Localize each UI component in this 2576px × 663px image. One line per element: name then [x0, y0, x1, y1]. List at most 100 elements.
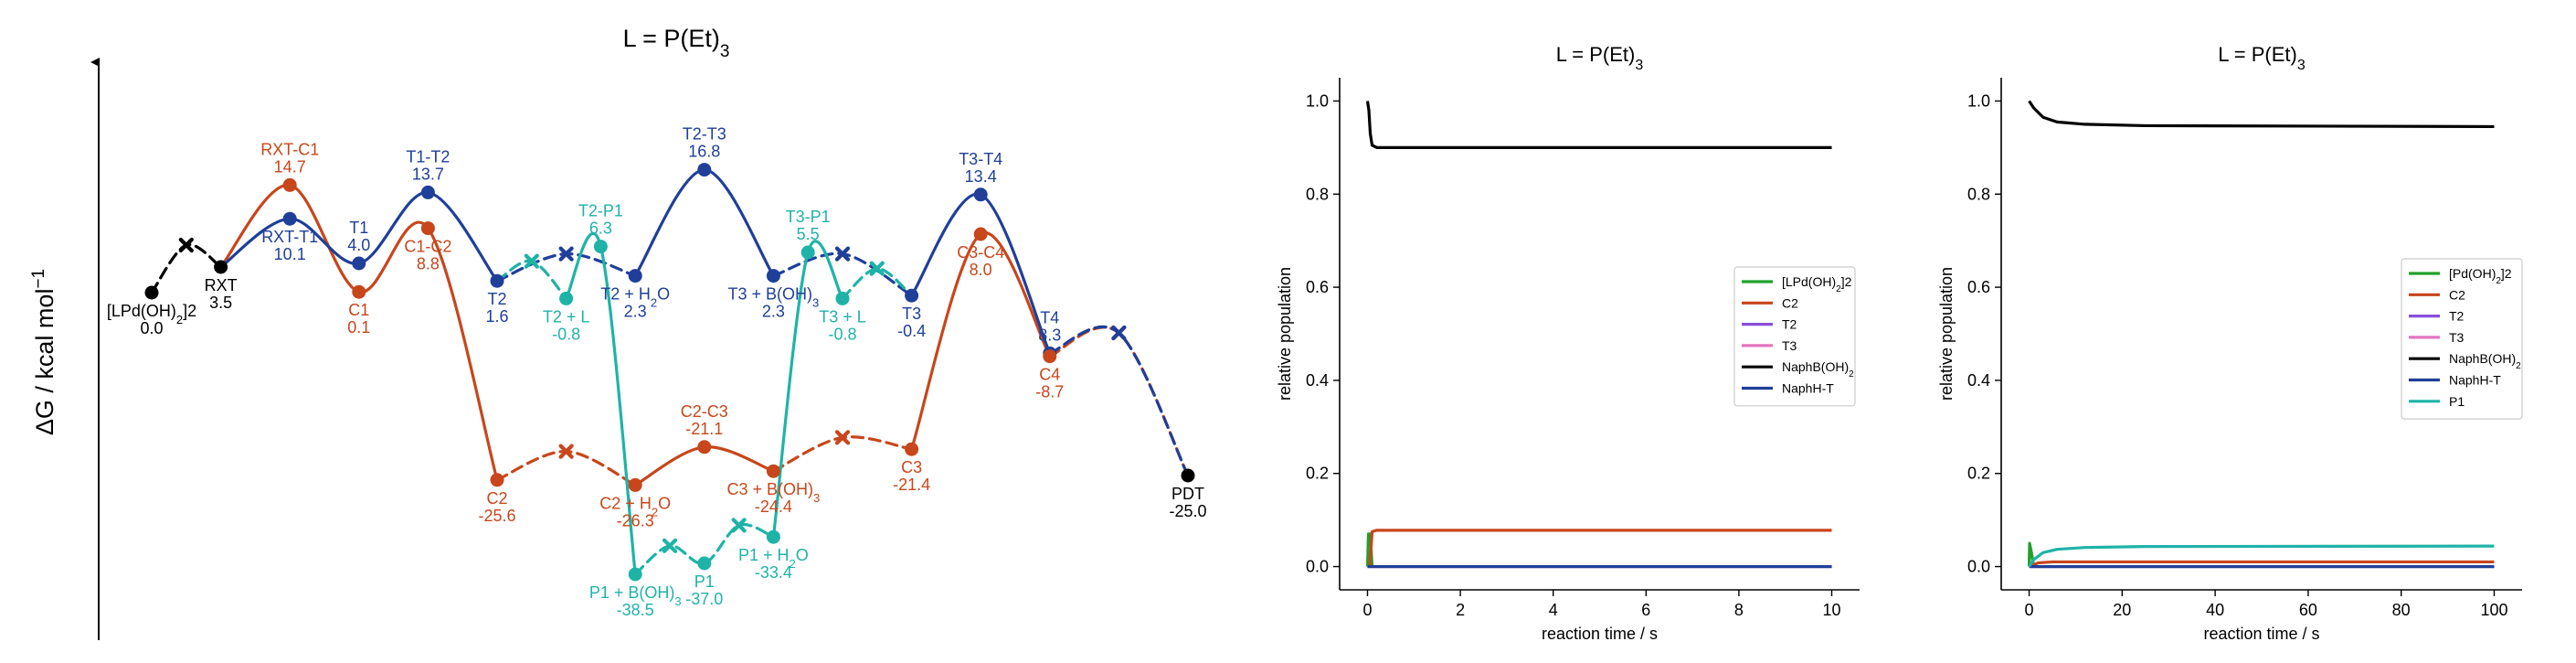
state-value-p1-h2o: -33.4 [755, 563, 792, 582]
state-label-p1-b-oh-3: P1 + B(OH)3 [589, 583, 682, 608]
legend-label-c2: C2 [1782, 295, 1798, 310]
crossing-marker-stroke [558, 246, 574, 262]
state-value-c1: 0.1 [347, 318, 370, 337]
state-point-t2-p1 [593, 240, 608, 254]
state-point-rxt-t1 [282, 211, 297, 226]
state-point-pdt [1181, 468, 1195, 483]
legend-label-naphh-t: NaphH-T [2449, 373, 2501, 388]
state-point-t3-b-oh-3 [766, 269, 780, 283]
state-point-c2-c3 [697, 440, 712, 454]
state-label-p1-h2o: P1 + H2O [738, 546, 809, 571]
state-value-c4: -8.7 [1035, 383, 1064, 401]
y-tick-label: 0.0 [1967, 558, 1990, 576]
energy-profile-chart: L = P(Et)3 ΔG / kcal mol−1 [LPd(OH)2]20.0 R… [29, 25, 1207, 640]
state-label-c3-b-oh-3: C3 + B(OH)3 [727, 480, 821, 505]
state-point-lpd-oh-2-2 [144, 285, 159, 300]
state-value-p1-b-oh-3: -38.5 [617, 601, 654, 619]
state-label-t3-t4: T3-T4 [959, 150, 1002, 168]
state-label-t3-p1: T3-P1 [786, 208, 831, 226]
y-tick-label: 0.6 [1967, 278, 1990, 296]
state-value-rxt: 3.5 [209, 294, 232, 312]
state-label-c1: C1 [348, 301, 369, 319]
series-line-p1 [2028, 544, 2495, 568]
crossing-marker-stroke [558, 444, 574, 459]
legend-label-lpd-oh-2-2: [LPd(OH)2]2 [1782, 274, 1852, 294]
population-chart-100s: L = P(Et)3 0.0 0.2 0.4 0.6 0.8 1.0 0 20 40 60 80 100… [1937, 43, 2523, 643]
legend-label-t3: T3 [1782, 338, 1797, 353]
crossing-marker-black-0-0 [178, 237, 194, 253]
series-line-c2 [2028, 560, 2495, 569]
crossing-marker-teal-15-1 [731, 518, 747, 533]
state-point-rxt [214, 260, 228, 274]
y-tick-label: 0.0 [1306, 558, 1329, 576]
state-label-t1: T1 [349, 219, 368, 237]
y-tick-label: 0.4 [1306, 371, 1329, 390]
crossing-marker-blue-12-0 [1111, 325, 1127, 341]
state-label-c3-c4: C3-C4 [957, 243, 1004, 262]
x-tick-label: 8 [1734, 601, 1744, 619]
x-tick-label: 0 [2025, 601, 2034, 619]
profile-path-orange-2 [495, 449, 637, 487]
crossing-marker-blue-8-0 [558, 246, 574, 262]
crossing-marker-stroke [869, 261, 885, 276]
series-line-naphb-oh-2 [2028, 100, 2495, 129]
state-point-c3 [905, 442, 919, 456]
legend-label-c2: C2 [2449, 287, 2465, 302]
state-value-rxt-c1: 14.7 [274, 157, 306, 176]
state-value-t4: 8.3 [1038, 326, 1061, 344]
state-point-t2 [490, 273, 504, 288]
population-chart-10s: L = P(Et)3 0.0 0.2 0.4 0.6 0.8 1.0 0 2 4 6 8 10 react… [1276, 43, 1860, 643]
x-tick-label: 2 [1456, 601, 1465, 619]
state-label-t2: T2 [487, 290, 506, 308]
series-line-c2 [1367, 529, 1832, 569]
x-axis-label: reaction time / s [1542, 625, 1658, 643]
x-tick-label: 40 [2206, 601, 2224, 619]
state-value-t3: -0.4 [897, 322, 926, 340]
y-tick-label: 1.0 [1306, 91, 1329, 110]
crossing-marker-stroke [178, 237, 194, 253]
state-value-t2-t3: 16.8 [688, 143, 720, 161]
state-value-pdt: -25.0 [1169, 502, 1206, 520]
crossing-marker-stroke [834, 246, 851, 262]
crossing-marker-teal-15-0 [662, 538, 678, 553]
crossing-marker-orange-4-0 [834, 430, 851, 445]
state-point-p1-b-oh-3 [628, 567, 642, 582]
state-value-c2-h2o: -26.3 [617, 511, 654, 529]
state-label-t3-b-oh-3: T3 + B(OH)3 [728, 285, 820, 310]
legend-label-naphb-oh-2: NaphB(OH)2 [1782, 359, 1854, 380]
state-point-t3-p1 [800, 245, 815, 260]
state-point-t1 [352, 256, 366, 271]
state-point-c3-c4 [973, 227, 988, 241]
legend-label-t3: T3 [2449, 330, 2465, 345]
state-label-p1: P1 [694, 572, 715, 591]
state-value-c1-c2: 8.8 [417, 255, 440, 273]
state-value-t3-t4: 13.4 [965, 167, 997, 186]
state-point-t2-h2o [628, 269, 642, 283]
state-label-c3: C3 [901, 458, 922, 476]
state-point-c1-c2 [420, 221, 435, 236]
y-tick-label: 0.2 [1306, 465, 1329, 483]
legend-label-t2: T2 [1782, 317, 1797, 332]
legend-label-naphb-oh-2: NaphB(OH)2 [2449, 351, 2521, 371]
state-label-t3-l: T3 + L [819, 307, 866, 326]
y-tick-label: 0.8 [1967, 185, 1990, 203]
profile-path-teal-17 [841, 266, 914, 300]
state-label-t2-p1: T2-P1 [578, 202, 623, 220]
state-label-c2: C2 [486, 489, 507, 508]
state-value-c2: -25.6 [478, 507, 515, 525]
chart-title: L = P(Et)3 [2218, 43, 2306, 73]
series-line-lpd-oh-2-2 [1365, 532, 1832, 569]
state-value-t3-l: -0.8 [828, 325, 856, 343]
state-point-c2-h2o [628, 477, 642, 492]
profile-path-blue-12 [1048, 325, 1190, 477]
crossing-marker-stroke [524, 253, 539, 269]
state-label-lpd-oh-2-2: [LPd(OH)2]2 [107, 302, 196, 326]
state-point-t3 [905, 288, 919, 303]
state-value-lpd-oh-2-2: 0.0 [140, 319, 163, 337]
profile-path-teal-13 [495, 259, 568, 300]
profile-path-teal-14 [565, 231, 637, 576]
y-tick-label: 0.6 [1306, 278, 1329, 296]
state-value-c3-b-oh-3: -24.4 [755, 497, 792, 516]
x-tick-label: 10 [1823, 601, 1841, 619]
